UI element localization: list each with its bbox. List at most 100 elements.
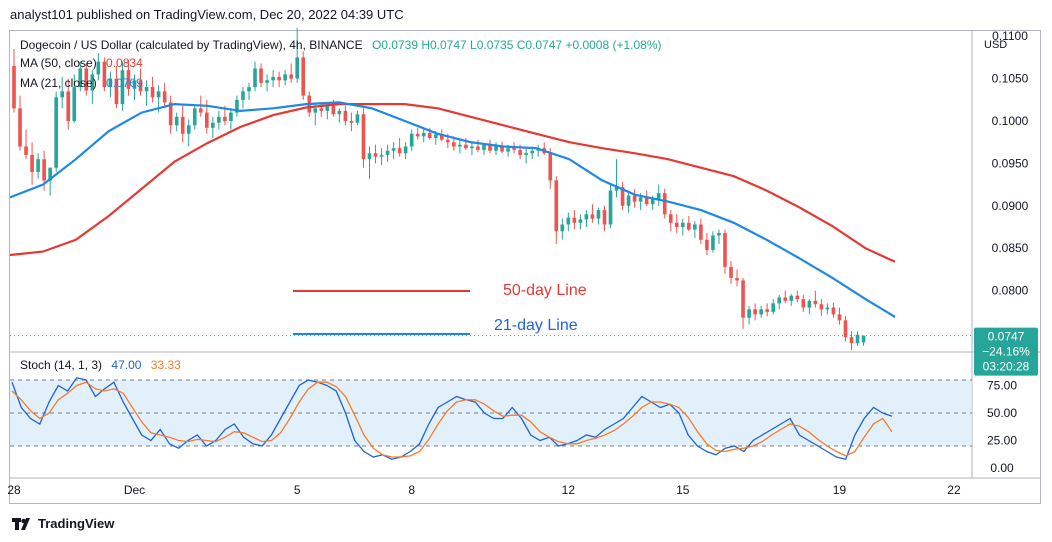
candle-body (138, 80, 143, 92)
publish-info: analyst101 published on TradingView.com,… (10, 7, 404, 22)
price-tick-label: 0.0900 (992, 199, 1029, 213)
candle-body (259, 68, 263, 83)
candle-body (156, 91, 161, 98)
candle-body (711, 235, 715, 250)
candle-body (801, 299, 806, 308)
candle-body (699, 224, 703, 240)
badge-change: −24.16% (982, 345, 1030, 359)
candle-body (693, 224, 697, 230)
candle-body (831, 307, 836, 315)
candle-body (554, 180, 559, 232)
candle-body (608, 190, 613, 225)
candle-body (325, 105, 330, 111)
legend-main: Dogecoin / US Dollar (calculated by Trad… (20, 38, 662, 52)
candle-body (337, 110, 342, 115)
candle-body (729, 266, 733, 278)
candle-body (343, 110, 348, 122)
candle-body (596, 210, 601, 219)
tradingview-brand: TradingView (38, 515, 115, 531)
candle-body (759, 309, 763, 315)
candle-body (777, 297, 782, 304)
candle-body (150, 87, 155, 98)
candle-body (590, 214, 595, 219)
candle-body (349, 121, 354, 123)
price-tick-label: 0.1050 (992, 72, 1029, 86)
candle-body (114, 78, 119, 105)
candle-body (494, 146, 498, 151)
time-tick-label: 8 (408, 483, 415, 497)
tradingview-logo-icon (12, 517, 32, 530)
candle-body (90, 74, 95, 91)
candle-body (397, 148, 402, 154)
candle-body (36, 159, 40, 172)
candle-body (54, 97, 58, 168)
candle-body (735, 277, 739, 281)
time-tick-label: 12 (562, 483, 576, 497)
candle-body (668, 214, 673, 223)
candle-body (458, 144, 462, 147)
candle-body (168, 102, 173, 126)
candle-body (855, 334, 860, 344)
candle-body (162, 91, 167, 103)
candle-body (819, 304, 824, 310)
candle-body (229, 112, 233, 122)
price-badge (974, 327, 1038, 376)
candle-body (361, 114, 366, 160)
price-tick-label: 0.1100 (992, 29, 1028, 43)
candle-body (656, 193, 661, 200)
price-tick-label: 0.0950 (992, 156, 1029, 170)
candle-body (12, 65, 16, 109)
candle-body (108, 78, 113, 88)
candle-body (192, 108, 197, 126)
stoch-tick-label: 75.00 (987, 379, 1017, 393)
candle-body (223, 116, 227, 122)
candle-body (626, 195, 631, 206)
candle-body (674, 222, 679, 228)
time-tick-label: 5 (294, 483, 301, 497)
stoch-tick-label: 0.00 (990, 461, 1014, 475)
legend-stoch: Stoch (14, 1, 3) 47.00 33.33 (20, 358, 181, 372)
legend-ohlc: O0.0739 H0.0747 L0.0735 C0.0747 +0.0008 … (371, 38, 662, 52)
candle-body (24, 146, 28, 155)
time-tick-label: 19 (833, 483, 847, 497)
candle-body (705, 239, 709, 250)
candle-body (391, 148, 396, 151)
candle-body (186, 125, 191, 134)
candle-body (753, 309, 757, 315)
candle-body (602, 210, 607, 225)
candle-body (723, 232, 727, 267)
candle-body (18, 108, 22, 147)
annotation-50-day: 50-day Line (503, 282, 587, 299)
ma21-label: MA (21, close) (20, 76, 97, 90)
candle-body (211, 122, 215, 128)
candle-body (644, 197, 649, 205)
candle-body (849, 337, 854, 344)
candle-body (409, 133, 414, 147)
candle-body (96, 61, 101, 75)
candle-body (421, 132, 426, 137)
candle-body (506, 148, 510, 152)
candle-body (548, 153, 553, 181)
candle-body (30, 154, 34, 172)
stoch-tick-label: 25.00 (987, 434, 1017, 448)
candle-body (614, 187, 619, 191)
candle-body (403, 146, 408, 154)
candle-body (837, 314, 842, 321)
candle-body (747, 309, 751, 318)
publish-header: analyst101 published on TradingView.com,… (0, 0, 1052, 30)
legend-ma21: MA (21, close) 0.0769 (20, 76, 143, 90)
candle-body (265, 80, 269, 83)
candle-body (217, 116, 221, 123)
candle-body (180, 116, 185, 134)
candle-body (446, 139, 450, 143)
candle-body (452, 142, 456, 147)
candle-body (741, 280, 745, 318)
candle-body (783, 297, 788, 301)
candle-body (373, 153, 378, 157)
candle-body (650, 199, 655, 205)
candle-body (126, 70, 131, 89)
candle-body (512, 148, 516, 150)
candle-body (638, 197, 643, 202)
ma50-value: 0.0834 (106, 56, 143, 70)
